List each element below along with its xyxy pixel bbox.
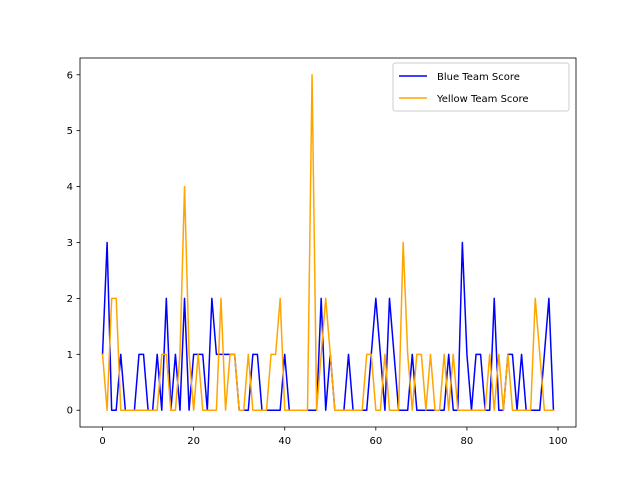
- x-tick-label: 20: [187, 436, 200, 447]
- x-tick-label: 100: [548, 436, 567, 447]
- x-tick-label: 60: [369, 436, 382, 447]
- y-tick-label: 2: [67, 294, 73, 305]
- y-tick-label: 5: [67, 126, 73, 137]
- legend-label-yellow-team: Yellow Team Score: [436, 94, 529, 105]
- series-line-yellow-team: [101, 74, 555, 411]
- y-tick-label: 6: [67, 70, 73, 81]
- x-tick-label: 40: [278, 436, 291, 447]
- y-tick-label: 0: [67, 406, 73, 417]
- y-tick-label: 4: [67, 182, 73, 193]
- series-layer: [101, 74, 555, 412]
- legend-label-blue-team: Blue Team Score: [437, 72, 520, 83]
- legend-box: [392, 62, 570, 112]
- y-tick-label: 1: [67, 350, 73, 361]
- x-tick-label: 0: [99, 436, 105, 447]
- legend: Blue Team Score Yellow Team Score: [392, 62, 570, 112]
- x-tick-label: 80: [461, 436, 474, 447]
- y-tick-label: 3: [67, 238, 73, 249]
- axes-layer: 0 20 40 60 80 100 0 1 2 3 4 5 6: [67, 57, 577, 447]
